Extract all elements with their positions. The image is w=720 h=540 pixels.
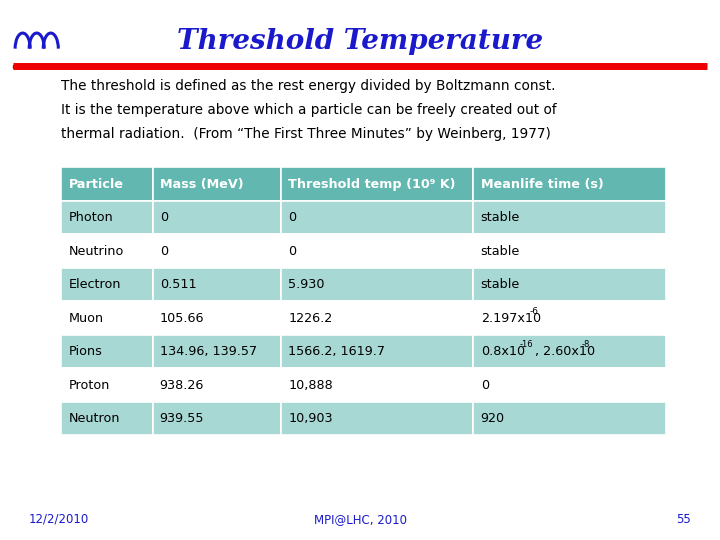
Text: 938.26: 938.26 — [160, 379, 204, 392]
Text: 55: 55 — [677, 513, 691, 526]
Text: 0: 0 — [160, 245, 168, 258]
Text: The threshold is defined as the rest energy divided by Boltzmann const.: The threshold is defined as the rest ene… — [61, 79, 556, 93]
Text: Neutron: Neutron — [68, 412, 120, 425]
Text: Proton: Proton — [68, 379, 109, 392]
Text: MPI@LHC, 2010: MPI@LHC, 2010 — [313, 513, 407, 526]
Text: 5.930: 5.930 — [288, 278, 325, 291]
Text: Threshold temp (10⁹ K): Threshold temp (10⁹ K) — [288, 178, 456, 191]
Text: -8: -8 — [582, 340, 590, 349]
Text: 0.511: 0.511 — [160, 278, 197, 291]
Text: stable: stable — [481, 211, 520, 224]
Text: , 2.60x10: , 2.60x10 — [535, 345, 595, 358]
Text: 0.8x10: 0.8x10 — [481, 345, 525, 358]
Text: stable: stable — [481, 245, 520, 258]
Text: 0: 0 — [288, 245, 296, 258]
Polygon shape — [13, 64, 61, 68]
Text: Photon: Photon — [68, 211, 113, 224]
Text: 134.96, 139.57: 134.96, 139.57 — [160, 345, 257, 358]
Text: 920: 920 — [481, 412, 505, 425]
Text: It is the temperature above which a particle can be freely created out of: It is the temperature above which a part… — [61, 103, 557, 117]
Text: 10,888: 10,888 — [288, 379, 333, 392]
Text: Muon: Muon — [68, 312, 104, 325]
Text: Threshold Temperature: Threshold Temperature — [177, 28, 543, 55]
Text: 2.197x10: 2.197x10 — [481, 312, 541, 325]
Text: thermal radiation.  (From “The First Three Minutes” by Weinberg, 1977): thermal radiation. (From “The First Thre… — [61, 127, 551, 141]
Text: 105.66: 105.66 — [160, 312, 204, 325]
Text: 10,903: 10,903 — [288, 412, 333, 425]
Text: 939.55: 939.55 — [160, 412, 204, 425]
Text: Meanlife time (s): Meanlife time (s) — [481, 178, 603, 191]
Text: Neutrino: Neutrino — [68, 245, 124, 258]
Text: 1226.2: 1226.2 — [288, 312, 333, 325]
Text: -6: -6 — [530, 307, 539, 316]
Text: 0: 0 — [288, 211, 296, 224]
Text: Pions: Pions — [68, 345, 102, 358]
Text: Electron: Electron — [68, 278, 121, 291]
Text: stable: stable — [481, 278, 520, 291]
Text: 0: 0 — [160, 211, 168, 224]
Text: 0: 0 — [481, 379, 489, 392]
Text: Particle: Particle — [68, 178, 123, 191]
Text: Mass (MeV): Mass (MeV) — [160, 178, 243, 191]
Text: -16: -16 — [520, 340, 533, 349]
Text: 12/2/2010: 12/2/2010 — [29, 513, 89, 526]
Text: 1566.2, 1619.7: 1566.2, 1619.7 — [288, 345, 385, 358]
